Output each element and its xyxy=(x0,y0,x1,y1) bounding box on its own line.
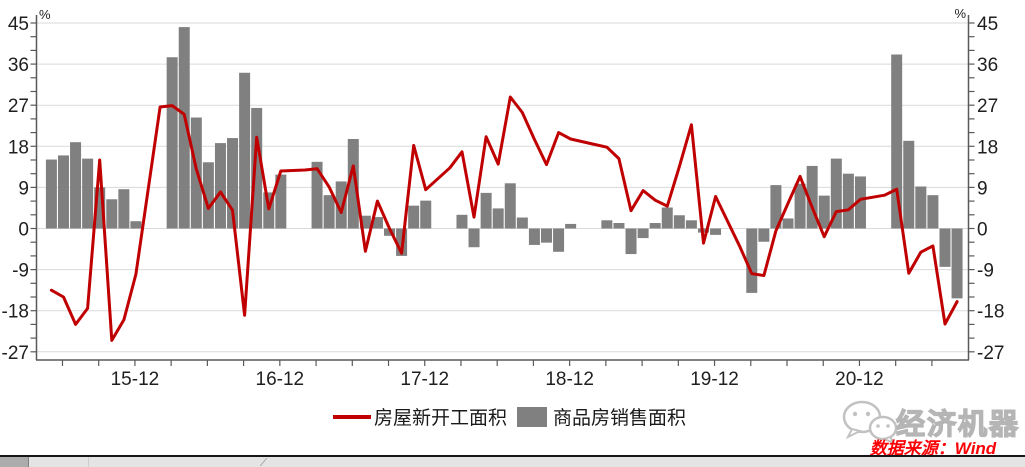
svg-text:-9: -9 xyxy=(12,261,29,282)
spreadsheet-cell-corner xyxy=(0,457,29,467)
svg-text:20-12: 20-12 xyxy=(835,369,884,390)
svg-text:27: 27 xyxy=(8,96,29,117)
svg-text:-27: -27 xyxy=(977,343,1004,364)
svg-text:45: 45 xyxy=(977,14,998,35)
spreadsheet-cell-mark xyxy=(259,458,277,466)
svg-text:-9: -9 xyxy=(977,261,994,282)
svg-text:%: % xyxy=(39,7,51,22)
svg-text:18: 18 xyxy=(8,137,29,158)
data-source-note: 数据来源：Wind xyxy=(869,439,997,458)
watermark-brand: 经济机器 xyxy=(895,408,1021,441)
spreadsheet-cell-border xyxy=(88,457,89,467)
svg-text:9: 9 xyxy=(18,178,29,199)
legend-label-line: 房屋新开工面积 xyxy=(374,408,508,429)
svg-text:0: 0 xyxy=(977,220,988,241)
svg-text:16-12: 16-12 xyxy=(256,369,305,390)
svg-text:-18: -18 xyxy=(977,302,1004,323)
svg-text:36: 36 xyxy=(977,55,998,76)
legend-bar-swatch xyxy=(517,406,548,427)
spreadsheet-edge-strip xyxy=(0,457,1025,467)
wechat-logo-icon xyxy=(842,400,898,445)
svg-text:17-12: 17-12 xyxy=(400,369,449,390)
svg-text:18: 18 xyxy=(977,137,998,158)
svg-text:36: 36 xyxy=(8,55,29,76)
legend-label-bar: 商品房销售面积 xyxy=(553,408,687,429)
bottom-divider-line xyxy=(0,455,1025,457)
svg-text:-27: -27 xyxy=(2,343,29,364)
svg-text:27: 27 xyxy=(977,96,998,117)
svg-text:-18: -18 xyxy=(2,302,29,323)
svg-text:0: 0 xyxy=(18,220,29,241)
svg-text:9: 9 xyxy=(977,178,988,199)
svg-text:18-12: 18-12 xyxy=(545,369,594,390)
svg-text:45: 45 xyxy=(8,14,29,35)
legend-line-swatch xyxy=(333,414,371,419)
svg-text:19-12: 19-12 xyxy=(690,369,739,390)
svg-text:15-12: 15-12 xyxy=(111,369,160,390)
svg-text:%: % xyxy=(954,6,966,21)
legend: 房屋新开工面积 商品房销售面积 xyxy=(333,403,686,430)
